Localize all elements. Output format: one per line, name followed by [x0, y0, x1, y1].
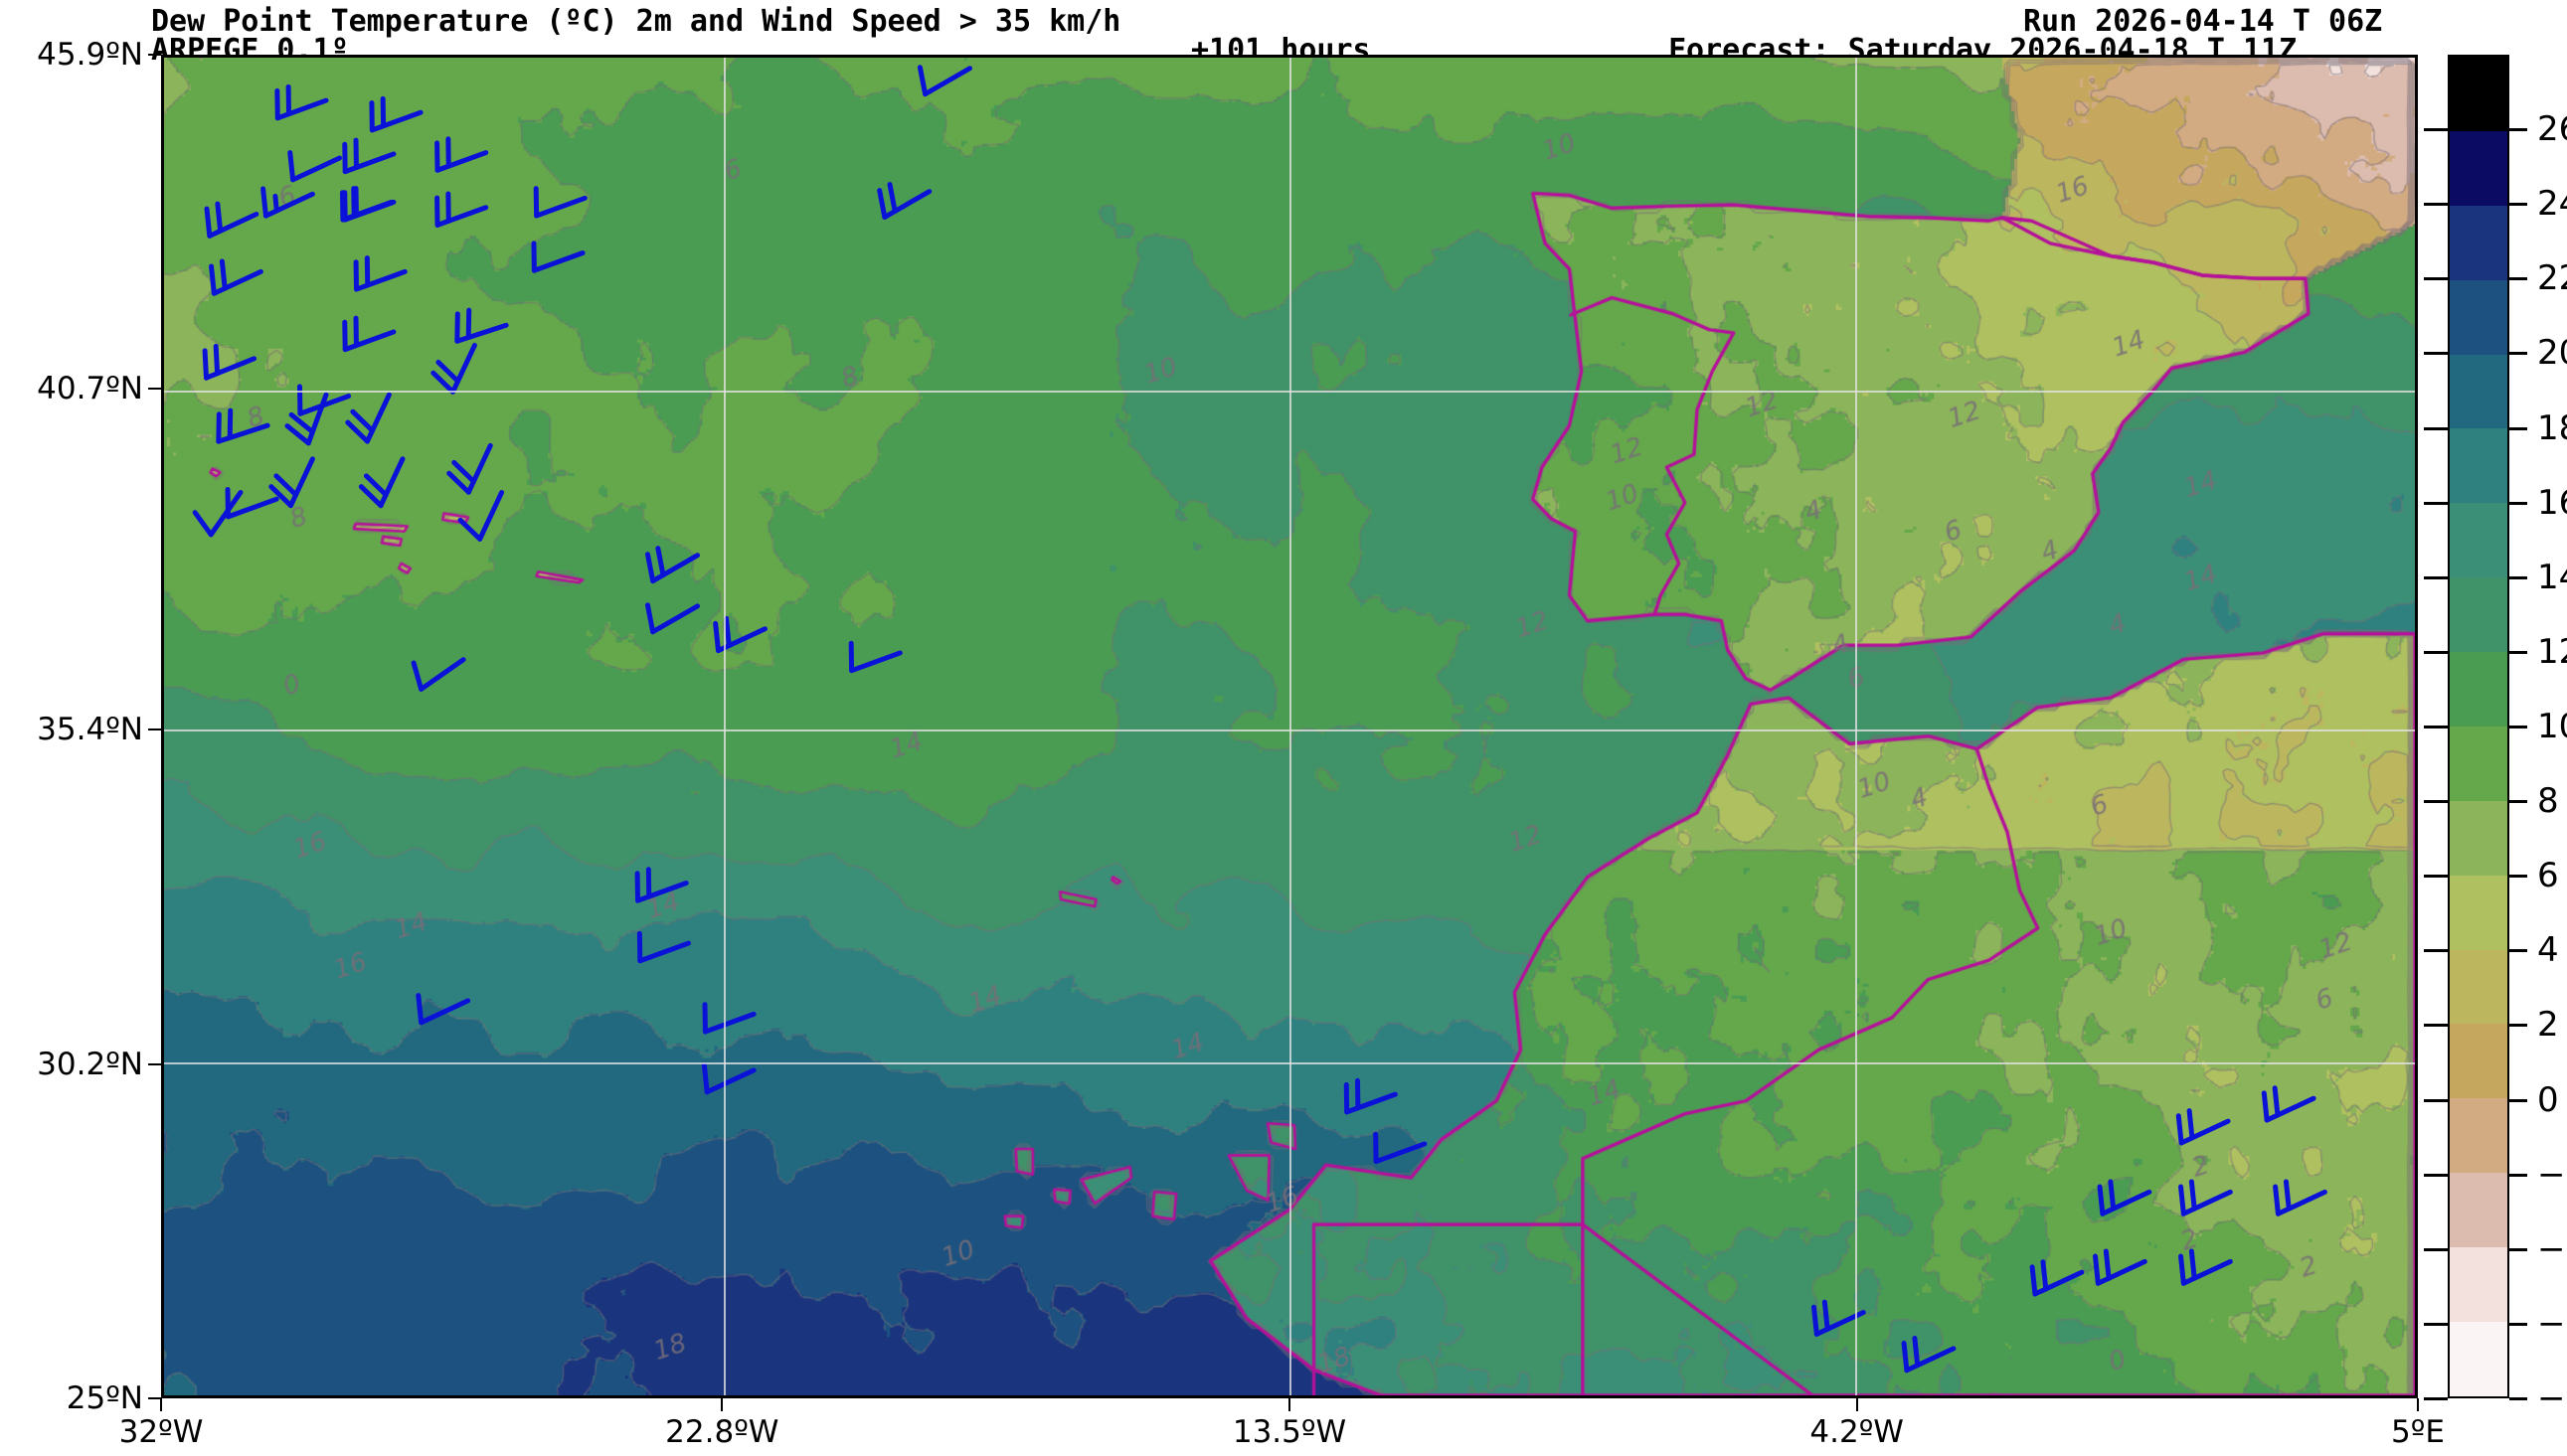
- x-axis-label: 5ºE: [2391, 1414, 2445, 1450]
- colorbar-label: 4: [2537, 930, 2559, 971]
- x-axis-tick: [1288, 1398, 1290, 1411]
- colorbar-tick: [2509, 875, 2527, 879]
- colorbar-tick: [2509, 726, 2527, 728]
- y-axis-tick: [148, 1062, 161, 1065]
- colorbar-band: [2450, 503, 2507, 578]
- dewpoint-contour-fill: [164, 58, 2415, 1395]
- colorbar-label: 18: [2537, 407, 2567, 448]
- colorbar-tick: [2509, 575, 2527, 579]
- colorbar-label: 14: [2537, 557, 2567, 597]
- colorbar-tick: [2509, 1397, 2527, 1400]
- colorbar-band: [2450, 354, 2507, 429]
- x-axis-label: 22.8ºW: [665, 1414, 779, 1450]
- colorbar-tick: [2424, 949, 2448, 953]
- colorbar-tick: [2509, 426, 2527, 430]
- colorbar-tick: [2424, 128, 2448, 132]
- x-axis-label: 32ºW: [118, 1414, 204, 1450]
- colorbar-label: −2: [2537, 1154, 2567, 1195]
- colorbar-tick: [2509, 1098, 2527, 1102]
- colorbar-band: [2450, 1321, 2507, 1396]
- colorbar-tick: [2424, 575, 2448, 579]
- colorbar-tick: [2509, 128, 2527, 132]
- colorbar-band: [2450, 577, 2507, 652]
- colorbar-tick: [2424, 352, 2448, 356]
- y-axis-tick: [148, 1397, 161, 1399]
- colorbar-label: −8: [2537, 1378, 2567, 1418]
- x-axis-label: 13.5ºW: [1232, 1414, 1347, 1450]
- colorbar-tick: [2509, 1173, 2527, 1177]
- colorbar-label: −6: [2537, 1303, 2567, 1344]
- colorbar-tick: [2509, 277, 2527, 281]
- map-plot-area[interactable]: [161, 55, 2418, 1398]
- colorbar-label: 22: [2537, 258, 2567, 299]
- colorbar-tick: [2424, 426, 2448, 430]
- colorbar-tick: [2509, 949, 2527, 953]
- x-axis-tick: [160, 1398, 162, 1411]
- y-axis-tick: [148, 388, 161, 391]
- y-axis-label: 40.7ºN: [37, 371, 143, 407]
- y-axis-label: 30.2ºN: [37, 1046, 143, 1082]
- run-label: Run 2026-04-14 T 06Z: [2023, 4, 2383, 39]
- colorbar-band: [2450, 279, 2507, 355]
- colorbar-label: 0: [2537, 1079, 2559, 1120]
- colorbar-tick: [2424, 875, 2448, 879]
- x-axis-tick: [1855, 1398, 1858, 1411]
- colorbar-tick: [2424, 501, 2448, 505]
- colorbar: [2448, 55, 2509, 1398]
- chart-title: Dew Point Temperature (ºC) 2m and Wind S…: [151, 4, 1121, 39]
- colorbar-label: 12: [2537, 631, 2567, 672]
- colorbar-tick: [2509, 800, 2527, 804]
- colorbar-tick: [2424, 1322, 2448, 1326]
- colorbar-label: 20: [2537, 333, 2567, 374]
- colorbar-label: 16: [2537, 482, 2567, 523]
- colorbar-tick: [2509, 650, 2527, 654]
- colorbar-tick: [2424, 203, 2448, 207]
- colorbar-tick: [2424, 1098, 2448, 1102]
- colorbar-label: 24: [2537, 184, 2567, 225]
- colorbar-band: [2450, 130, 2507, 206]
- colorbar-tick: [2424, 1024, 2448, 1028]
- colorbar-label: −4: [2537, 1228, 2567, 1269]
- x-axis-label: 4.2ºW: [1809, 1414, 1904, 1450]
- colorbar-label: 6: [2537, 856, 2559, 896]
- colorbar-band: [2450, 652, 2507, 727]
- x-axis-tick: [721, 1398, 724, 1411]
- colorbar-label: 26: [2537, 109, 2567, 150]
- colorbar-band: [2450, 1098, 2507, 1174]
- colorbar-label: 10: [2537, 707, 2567, 746]
- colorbar-band: [2450, 1024, 2507, 1099]
- colorbar-tick: [2509, 1322, 2527, 1326]
- colorbar-tick: [2424, 1397, 2448, 1400]
- y-axis-label: 45.9ºN: [37, 37, 143, 73]
- y-axis-label: 35.4ºN: [37, 712, 143, 748]
- colorbar-tick: [2424, 726, 2448, 728]
- colorbar-tick: [2509, 1024, 2527, 1028]
- colorbar-tick: [2509, 352, 2527, 356]
- colorbar-tick: [2424, 277, 2448, 281]
- colorbar-label: 8: [2537, 781, 2559, 822]
- colorbar-tick: [2424, 1173, 2448, 1177]
- colorbar-band: [2450, 800, 2507, 876]
- colorbar-tick: [2424, 1247, 2448, 1251]
- colorbar-tick: [2509, 501, 2527, 505]
- colorbar-band: [2450, 1173, 2507, 1247]
- colorbar-band: [2450, 1247, 2507, 1322]
- colorbar-tick: [2509, 203, 2527, 207]
- y-axis-tick: [148, 728, 161, 731]
- colorbar-band: [2450, 428, 2507, 504]
- colorbar-tick: [2424, 800, 2448, 804]
- colorbar-band: [2450, 949, 2507, 1025]
- y-axis-tick: [148, 54, 161, 56]
- colorbar-tick: [2424, 650, 2448, 654]
- colorbar-band: [2450, 875, 2507, 950]
- colorbar-tick: [2509, 1247, 2527, 1251]
- colorbar-band: [2450, 205, 2507, 280]
- colorbar-band: [2450, 726, 2507, 801]
- colorbar-label: 2: [2537, 1005, 2559, 1046]
- y-axis-label: 25ºN: [66, 1380, 143, 1416]
- x-axis-tick: [2417, 1398, 2419, 1411]
- colorbar-band: [2450, 57, 2507, 131]
